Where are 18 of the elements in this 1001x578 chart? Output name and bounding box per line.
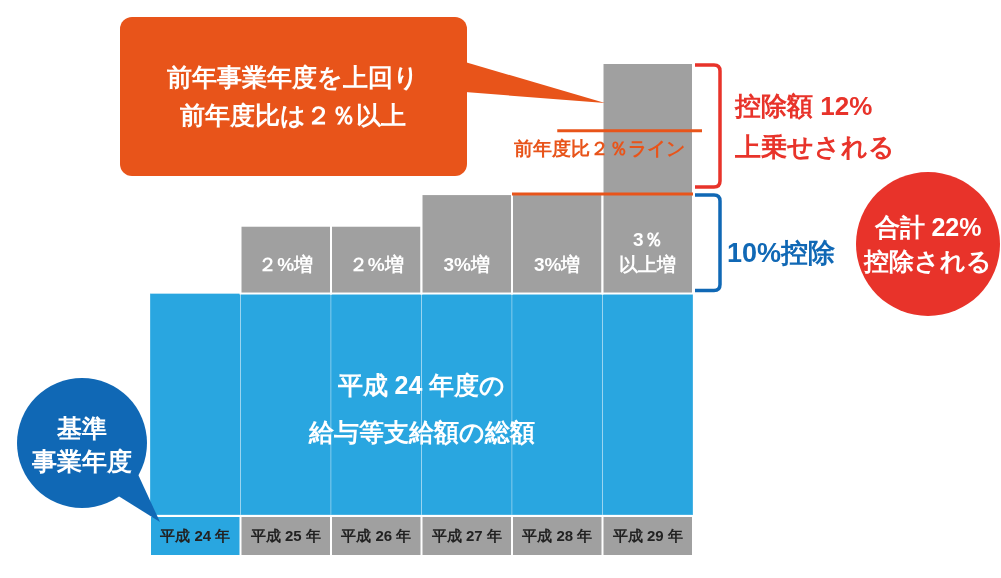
- annotation: 3%増: [534, 254, 581, 276]
- annotation: 3%増: [443, 254, 490, 276]
- tick-label: 平成 29 年: [612, 527, 683, 545]
- annotation: 合計 22% 控除される: [864, 213, 992, 275]
- tick-label: 平成 24 年: [160, 527, 231, 545]
- ref-label: 前年度比２％ライン: [514, 137, 685, 159]
- annotation: ２%増: [258, 254, 314, 276]
- series-name: 平成 24 年度の給与等支給額の総額: [308, 370, 535, 446]
- annotation: 3％以上増: [619, 229, 677, 276]
- annotation: 控除額 12% 上乗せされる: [735, 90, 895, 162]
- tick-label: 平成 27 年: [431, 527, 502, 545]
- annotation: 前年事業年度を上回り前年度比は２％以上: [167, 63, 419, 129]
- annotation: 基準事業年度: [32, 413, 132, 475]
- annotation: 10%控除: [727, 237, 836, 268]
- annotation: ２%増: [348, 254, 404, 276]
- tick-label: 平成 28 年: [522, 527, 593, 545]
- tick-label: 平成 26 年: [341, 527, 412, 545]
- tick-label: 平成 25 年: [250, 527, 321, 545]
